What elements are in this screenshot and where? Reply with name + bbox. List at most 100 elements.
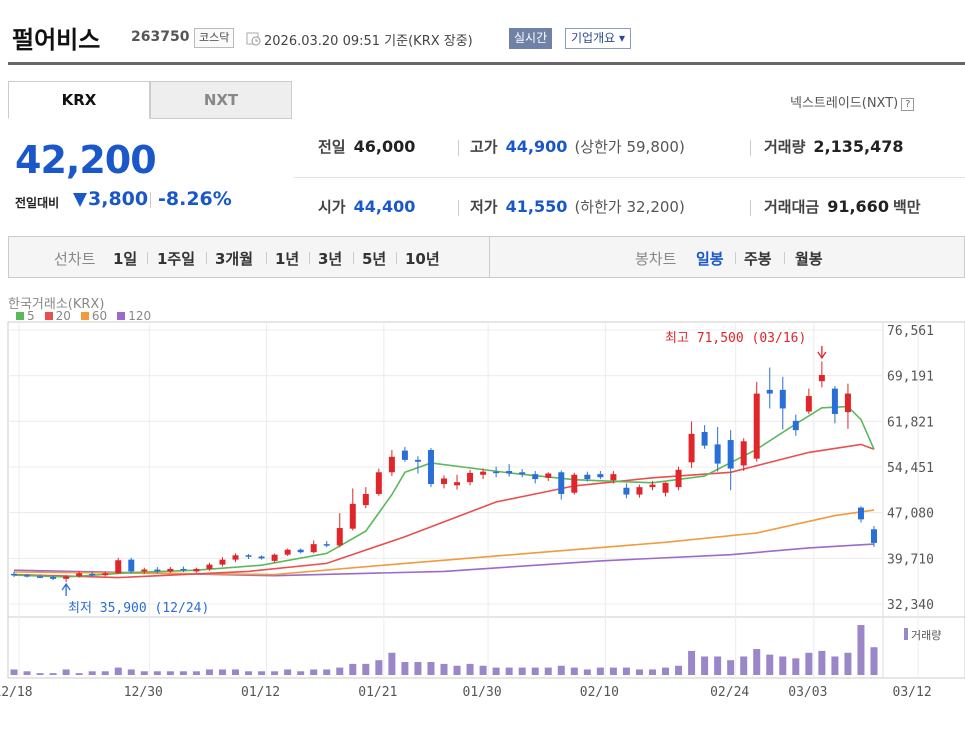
stat-trade-value: 거래대금 91,660 백만	[764, 197, 921, 216]
candle-daily[interactable]: 일봉	[696, 250, 724, 268]
candle-body	[871, 529, 877, 543]
volume-bar	[166, 671, 174, 675]
candle-body	[493, 471, 500, 474]
stock-code: 263750	[131, 29, 190, 45]
x-tick-label: 02/24	[710, 685, 749, 700]
stat-open: 시가 44,400	[318, 197, 416, 216]
candle-body	[545, 473, 552, 478]
volume-bar	[336, 667, 344, 675]
stats-divider	[294, 177, 965, 178]
ma60-line	[13, 509, 875, 576]
candle-chart-label[interactable]: 봉차트	[635, 250, 677, 268]
line-chart-label[interactable]: 선차트	[54, 250, 96, 268]
volume-bar	[258, 671, 266, 675]
volume-bar	[518, 667, 526, 675]
volume-bar	[635, 669, 643, 675]
candle-body	[336, 528, 343, 546]
volume-bar	[492, 667, 500, 675]
volume-bar	[596, 667, 604, 675]
candle-body	[753, 393, 760, 459]
candle-body	[167, 568, 174, 572]
stock-header: 펄어비스 263750 코스닥 2026.03.20 09:51 기준(KRX …	[0, 0, 965, 66]
x-tick-label: 12/30	[124, 685, 163, 700]
realtime-button[interactable]: 실시간	[509, 28, 553, 49]
period-1w[interactable]: 1주일	[157, 250, 196, 268]
x-tick-label: 01/21	[358, 685, 397, 700]
volume-bar	[557, 665, 565, 675]
volume-bar	[544, 667, 552, 675]
y-tick-label: 47,080	[887, 507, 934, 522]
candle-body	[24, 575, 31, 577]
volume-bar	[648, 669, 656, 675]
period-bar-divider	[489, 237, 490, 277]
tab-krx[interactable]: KRX	[8, 81, 150, 119]
stat-high: 고가 44,900 (상한가 59,800)	[470, 137, 685, 156]
volume-bar	[310, 669, 318, 675]
y-tick-label: 69,191	[887, 370, 934, 385]
volume-bar	[779, 656, 787, 675]
volume-bar	[440, 663, 448, 675]
company-overview-dropdown[interactable]: 기업개요 ▾	[565, 28, 631, 49]
volume-bar	[88, 671, 96, 675]
stat-separator	[458, 200, 459, 216]
clock-icon	[246, 32, 261, 46]
volume-bar	[753, 649, 761, 675]
candle-body	[284, 549, 291, 555]
candle-body	[219, 559, 226, 565]
period-1d[interactable]: 1일	[113, 250, 138, 268]
volume-bar	[583, 669, 591, 675]
volume-legend-label: 거래량	[911, 629, 941, 642]
nxt-link[interactable]: 넥스트레이드(NXT)?	[790, 92, 915, 111]
x-tick-label: 03/12	[893, 685, 932, 700]
period-3m[interactable]: 3개월	[215, 250, 254, 268]
stat-prev: 전일 46,000	[318, 137, 416, 156]
candle-body	[180, 568, 187, 571]
legend-ma20: 20	[44, 309, 71, 323]
volume-bar	[688, 650, 696, 675]
volume-bar	[505, 667, 513, 675]
x-tick-label: 03/03	[788, 685, 827, 700]
ma20-line	[13, 443, 875, 579]
period-5y[interactable]: 5년	[362, 250, 387, 268]
candle-body	[714, 444, 721, 464]
candle-body	[441, 478, 447, 485]
y-tick-label: 76,561	[887, 324, 934, 339]
candle-body	[414, 459, 421, 462]
candle-body	[558, 472, 565, 494]
period-1y[interactable]: 1년	[275, 250, 300, 268]
stat-volume: 거래량 2,135,478	[764, 137, 904, 156]
help-icon[interactable]: ?	[901, 98, 915, 111]
volume-bar	[675, 665, 683, 675]
volume-bar	[375, 660, 383, 675]
tab-nxt[interactable]: NXT	[150, 81, 292, 119]
candle-monthly[interactable]: 월봉	[795, 250, 823, 268]
volume-bar	[701, 656, 709, 675]
candle-body	[844, 393, 851, 413]
header-divider	[8, 62, 965, 65]
volume-bar	[75, 673, 83, 675]
period-3y[interactable]: 3년	[318, 250, 343, 268]
volume-bar	[831, 656, 839, 675]
volume-bar	[792, 658, 800, 675]
candle-body	[636, 487, 643, 495]
volume-bar	[401, 662, 409, 675]
x-tick-label: 02/10	[580, 685, 619, 700]
period-10y[interactable]: 10년	[405, 250, 440, 268]
volume-bar	[323, 669, 331, 675]
volume-bar	[479, 665, 487, 675]
candle-weekly[interactable]: 주봉	[744, 250, 772, 268]
candle-body	[857, 507, 864, 520]
volume-bar	[362, 663, 370, 675]
candle-body	[76, 573, 83, 577]
volume-bar	[23, 671, 31, 675]
stat-separator	[750, 140, 751, 156]
volume-bar	[140, 671, 148, 675]
volume-bar	[727, 660, 735, 675]
volume-bar	[714, 656, 722, 675]
change-divider	[150, 192, 151, 208]
volume-bar	[179, 671, 187, 675]
market-badge: 코스닥	[194, 28, 235, 48]
volume-bar	[245, 671, 253, 675]
candle-body	[37, 576, 44, 578]
candle-body	[727, 440, 734, 469]
